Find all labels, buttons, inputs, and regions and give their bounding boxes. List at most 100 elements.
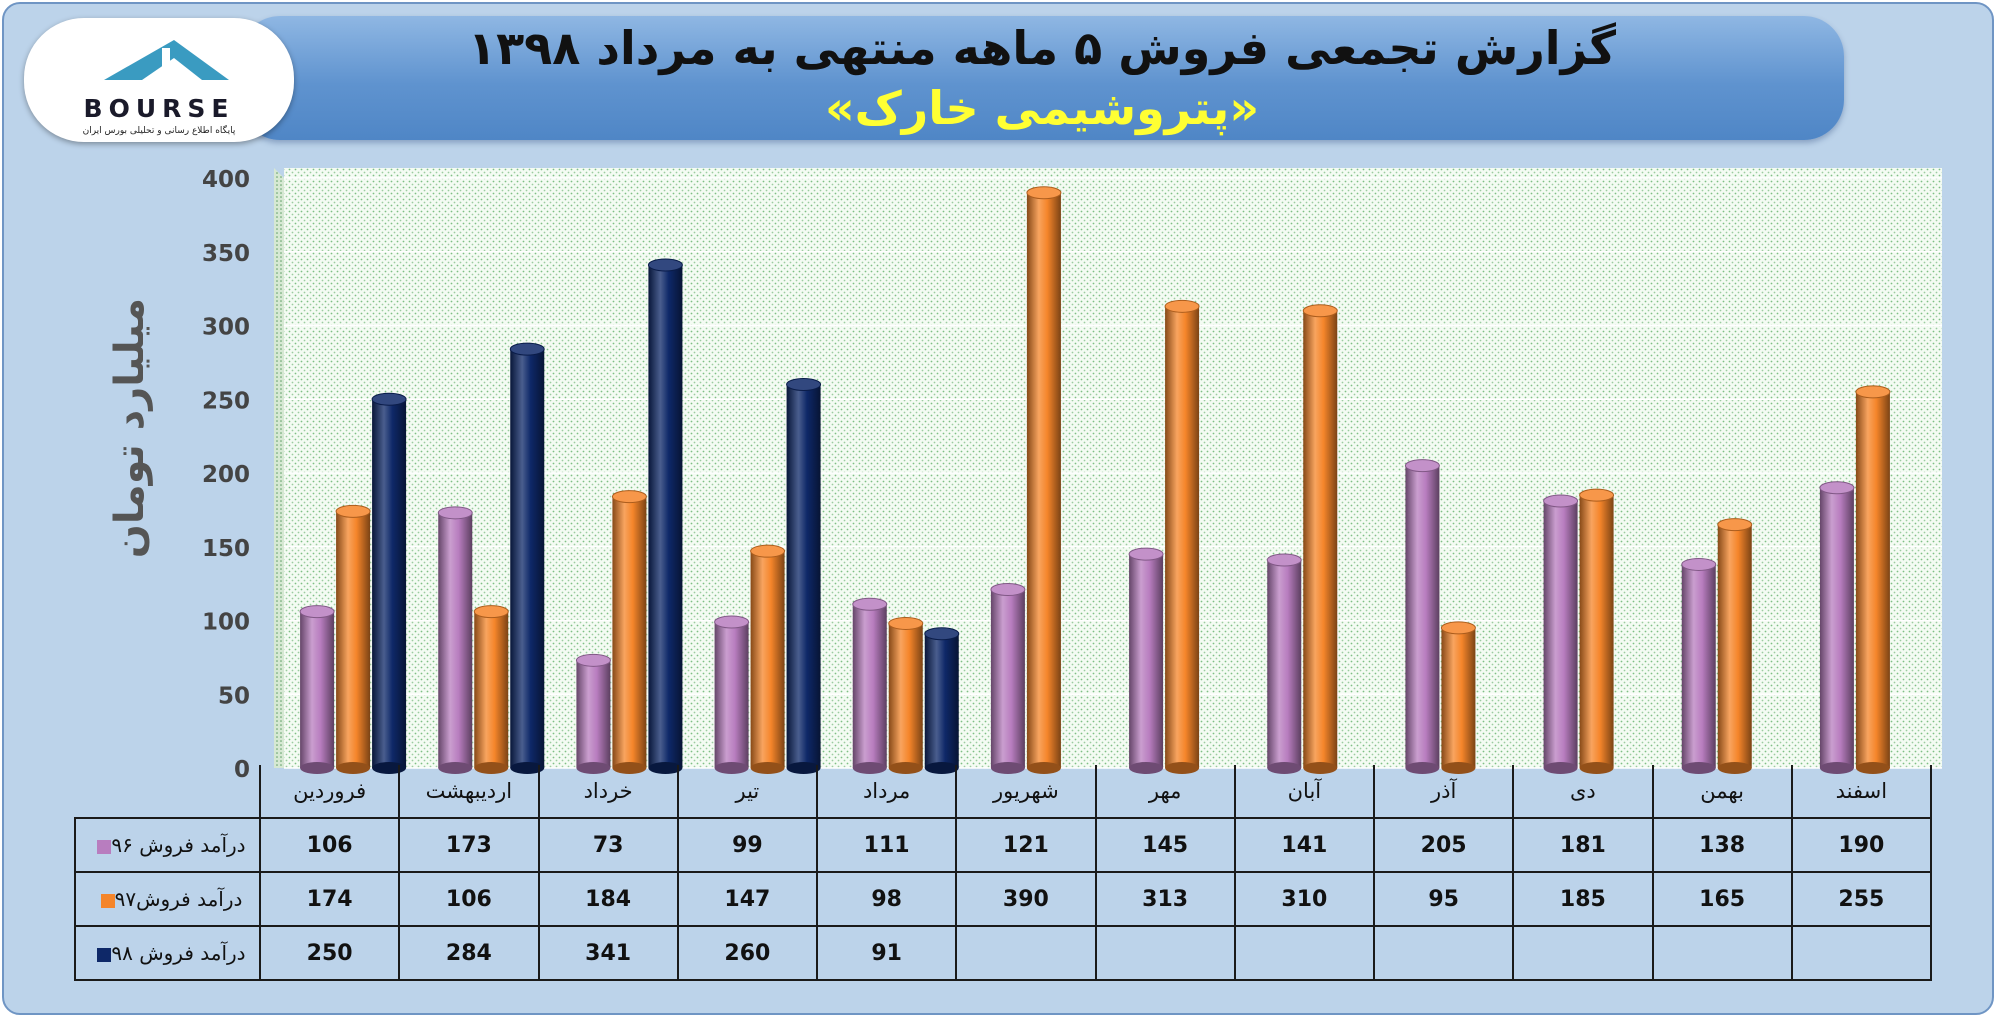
bar-cap [750, 544, 786, 558]
data-label: 185 [1512, 871, 1654, 927]
legend-label: درآمد فروش۹۷ [114, 887, 243, 911]
data-label: 205 [1372, 817, 1515, 873]
y-tick-label: 50 [218, 683, 250, 709]
logo-subtext: پایگاه اطلاع رسانی و تحلیلی بورس ایران [82, 126, 236, 136]
table-month-cell: فروردین [258, 765, 401, 819]
bar [336, 511, 371, 768]
bourse-logo: BOURSE پایگاه اطلاع رسانی و تحلیلی بورس … [24, 18, 294, 142]
bar [888, 623, 923, 768]
data-label: 98 [815, 871, 958, 927]
y-tick-label: 300 [202, 315, 250, 341]
bar [750, 551, 785, 768]
bar [1026, 192, 1061, 768]
data-label: 284 [398, 925, 540, 981]
data-label: 73 [537, 817, 679, 873]
data-label: 106 [398, 871, 540, 927]
bar-cap [473, 605, 509, 619]
table-month-cell: خرداد [537, 765, 679, 819]
legend-swatch [97, 839, 112, 854]
bar-cap [888, 616, 924, 630]
data-label: 184 [537, 871, 679, 927]
data-label: 138 [1651, 817, 1793, 873]
data-label: 250 [258, 925, 401, 981]
bar [300, 611, 335, 768]
data-label: 91 [815, 925, 958, 981]
data-label [1790, 925, 1933, 981]
data-label [955, 925, 1097, 981]
bar-cap [371, 392, 407, 406]
bar [1303, 310, 1338, 768]
bar [852, 604, 887, 768]
bar [1405, 465, 1440, 768]
title-banner [240, 16, 1844, 140]
y-tick-label: 150 [202, 536, 250, 562]
data-label: 106 [258, 817, 401, 873]
legend-entry: درآمد فروش ۹۶ [74, 817, 261, 873]
data-label: 95 [1372, 871, 1515, 927]
bar-cap [1440, 621, 1476, 635]
bar [612, 496, 647, 768]
bar-cap [1302, 304, 1338, 318]
table-month-row: فروردین اردیبهشت خرداد تیر مرداد شهریور مهر آبا… [75, 765, 1933, 819]
legend-entry: درآمد فروش۹۷ [74, 871, 261, 927]
bar [1579, 495, 1614, 768]
table-month-cell: اسفند [1790, 765, 1933, 819]
table-month-cell: بهمن [1651, 765, 1793, 819]
bar-cap [786, 378, 822, 391]
data-label: 147 [676, 871, 819, 927]
bar [990, 589, 1025, 768]
bar-cap [1026, 186, 1062, 200]
bar [1165, 306, 1200, 768]
bar-cap [1855, 385, 1891, 399]
legend-swatch [97, 947, 112, 962]
bar-cap [924, 627, 960, 641]
data-label: 174 [258, 871, 401, 927]
data-label: 310 [1233, 871, 1376, 927]
data-label [1651, 925, 1793, 981]
table-row: درآمد فروش۹۷ 174 106 184 147 98 390 313 310 95 185… [74, 871, 1933, 927]
bar [372, 399, 407, 768]
table-row: درآمد فروش ۹۸ 250 284 341 260 91 [74, 925, 1933, 981]
legend-swatch [100, 893, 115, 908]
y-tick-label: 400 [202, 167, 250, 193]
bar [1681, 564, 1716, 768]
bar [1543, 501, 1578, 768]
bar [924, 633, 959, 768]
y-tick-label: 350 [202, 241, 250, 267]
bar [576, 660, 611, 768]
data-label: 313 [1094, 871, 1236, 927]
data-label: 99 [676, 817, 819, 873]
data-label [1094, 925, 1236, 981]
bar-cap [575, 653, 611, 667]
data-label: 341 [537, 925, 679, 981]
bar [474, 611, 509, 768]
bar [714, 621, 749, 768]
bar-cap [714, 615, 750, 629]
data-label: 165 [1651, 871, 1793, 927]
legend-label: درآمد فروش ۹۶ [111, 833, 246, 857]
bar [648, 265, 683, 768]
table-month-cell: تیر [676, 765, 819, 819]
bar-cap [1404, 459, 1440, 473]
table-month-cell: آذر [1372, 765, 1515, 819]
bar-cap [509, 342, 545, 356]
legend-entry: درآمد فروش ۹۸ [74, 925, 261, 981]
data-label: 255 [1790, 871, 1933, 927]
table-month-cell: مرداد [815, 765, 958, 819]
table-month-cell: مهر [1094, 765, 1236, 819]
table-row: درآمد فروش ۹۶ 106 173 73 99 111 121 145 141 205 18… [74, 817, 1933, 873]
side-wall [274, 168, 284, 768]
bar-cap [990, 583, 1026, 597]
bar [438, 512, 473, 768]
data-label [1233, 925, 1376, 981]
bar [786, 384, 821, 768]
chart-title: گزارش تجمعی فروش ۵ ماهه منتهی به مرداد ۱… [468, 21, 1616, 75]
data-label: 260 [676, 925, 819, 981]
data-label: 121 [955, 817, 1097, 873]
bar-cap [1543, 494, 1579, 508]
bar [1441, 627, 1476, 768]
data-label: 181 [1512, 817, 1654, 873]
data-label [1512, 925, 1654, 981]
bar-cap [299, 605, 335, 619]
